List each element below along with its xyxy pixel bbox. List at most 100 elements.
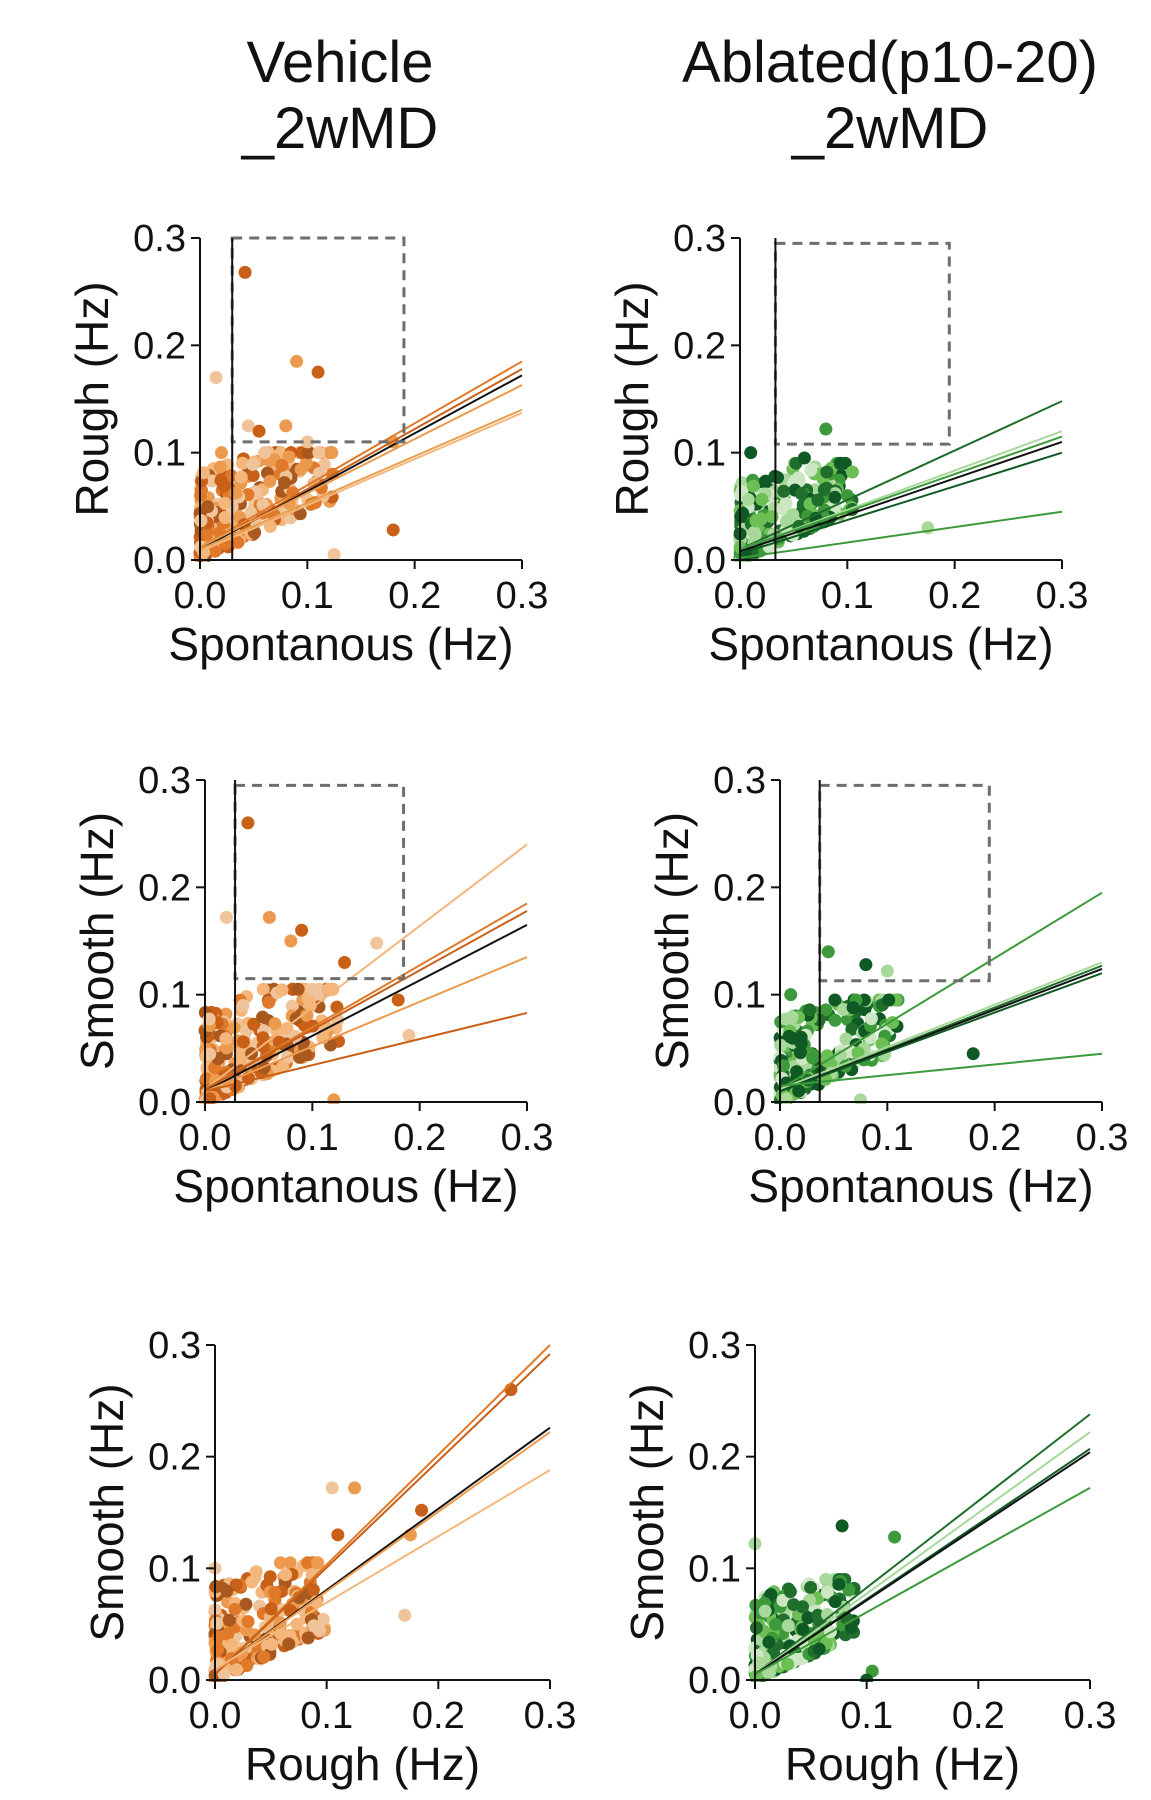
- scatter-point: [832, 1577, 846, 1591]
- scatter-point: [841, 1013, 855, 1027]
- scatter-point: [846, 1001, 860, 1015]
- scatter-point: [785, 1010, 799, 1024]
- scatter-point: [781, 1657, 795, 1671]
- x-tick-label: 0.2: [952, 1695, 1005, 1737]
- scatter-point: [819, 1003, 833, 1017]
- x-tick-label: 0.2: [412, 1695, 465, 1737]
- fit-line: [199, 408, 523, 551]
- fit-line: [204, 1011, 528, 1093]
- fit-line: [214, 1344, 551, 1676]
- scatter-point: [264, 1602, 278, 1616]
- scatter-point: [228, 1602, 242, 1616]
- scatter-point: [283, 1556, 297, 1570]
- scatter-point: [231, 535, 245, 549]
- scatter-point: [241, 816, 255, 830]
- scatter-point: [218, 511, 232, 525]
- scatter-point: [290, 354, 304, 368]
- scatter-point: [755, 492, 769, 506]
- chart-ablated-smooth-vs-rough: 0.0 0.1 0.2 0.3 0.0 0.1 0.2 0.3 Rough (Hz) Smooth…: [621, 1325, 1116, 1790]
- y-tick-label: 0.1: [713, 975, 766, 1017]
- scatter-point: [811, 1608, 825, 1622]
- scatter-point: [230, 1663, 244, 1677]
- scatter-point: [285, 999, 299, 1013]
- scatter-point: [794, 487, 808, 501]
- y-tick-label: 0.1: [148, 1548, 201, 1590]
- scatter-point: [275, 458, 289, 472]
- scatter-point: [845, 1022, 859, 1036]
- y-tick-label: 0.1: [133, 433, 186, 475]
- scatter-point: [746, 479, 760, 493]
- scatter-point: [262, 910, 276, 924]
- y-tick-label: 0.0: [133, 540, 186, 582]
- scatter-point: [748, 528, 762, 542]
- scatter-point: [817, 483, 831, 497]
- fit-line: [739, 510, 1063, 559]
- scatter-point: [291, 982, 305, 996]
- scatter-point: [348, 1481, 362, 1495]
- scatter-point: [796, 1622, 810, 1636]
- scatter-point: [300, 435, 314, 449]
- scatter-point: [790, 1065, 804, 1079]
- chart-vehicle-smooth-vs-rough: 0.0 0.1 0.2 0.3 0.0 0.1 0.2 0.3 Rough (Hz) Smooth…: [81, 1325, 576, 1790]
- threshold-box: [773, 241, 951, 446]
- fit-line: [739, 435, 1063, 551]
- x-axis-label: Spontanous (Hz): [173, 1160, 518, 1212]
- column-title-vehicle-line1: Vehicle: [246, 30, 434, 95]
- y-tick-label: 0.3: [713, 760, 766, 802]
- fit-lines: [754, 1413, 1091, 1676]
- scatter-point: [794, 1030, 808, 1044]
- column-title-ablated-line2: _2wMD: [791, 96, 989, 161]
- scatter-point: [779, 497, 793, 511]
- x-tick-label: 0.1: [281, 575, 334, 617]
- fit-line: [779, 1052, 1103, 1087]
- scatter-point: [787, 1598, 801, 1612]
- fit-line: [754, 1431, 1091, 1676]
- scatter-point: [793, 1046, 807, 1060]
- scatter-point: [321, 982, 335, 996]
- y-tick-label: 0.3: [138, 760, 191, 802]
- column-title-ablated: Ablated(p10-20) _2wMD: [640, 30, 1140, 162]
- scatter-point: [804, 463, 818, 477]
- scatter-point: [275, 983, 289, 997]
- scatter-point: [234, 470, 248, 484]
- scatter-point: [306, 1583, 320, 1597]
- scatter-point: [310, 1556, 324, 1570]
- x-tick-label: 0.1: [861, 1117, 914, 1159]
- scatter-point: [277, 476, 291, 490]
- scatter-point: [828, 490, 842, 504]
- scatter-point: [808, 1049, 822, 1063]
- scatter-point: [888, 1530, 902, 1544]
- fit-line: [204, 843, 528, 1090]
- x-tick-label: 0.0: [754, 1117, 807, 1159]
- scatter-point: [325, 446, 339, 460]
- scatter-point: [784, 988, 798, 1002]
- fit-line: [779, 891, 1103, 1090]
- scatter-point: [820, 1585, 834, 1599]
- fit-line: [214, 1353, 551, 1676]
- column-title-vehicle-line2: _2wMD: [241, 96, 439, 161]
- scatter-point: [249, 1565, 263, 1579]
- scatter-point: [803, 1003, 817, 1017]
- scatter-point: [224, 469, 238, 483]
- scatter-point: [301, 992, 315, 1006]
- x-axis-label: Rough (Hz): [245, 1738, 480, 1790]
- scatter-point: [273, 1556, 287, 1570]
- fit-line: [214, 1431, 551, 1672]
- fit-line: [754, 1451, 1091, 1676]
- scatter-point: [247, 1017, 261, 1031]
- scatter-points: [193, 265, 400, 562]
- scatter-point: [845, 465, 859, 479]
- scatter-point: [294, 462, 308, 476]
- scatter-point: [820, 1608, 834, 1622]
- scatter-point: [245, 1575, 259, 1589]
- scatter-point: [240, 1659, 254, 1673]
- y-axis-label: Smooth (Hz): [646, 812, 698, 1070]
- x-axis-label: Spontanous (Hz): [748, 1160, 1093, 1212]
- scatter-point: [218, 496, 232, 510]
- scatter-point: [316, 1612, 330, 1626]
- scatter-point: [257, 1650, 271, 1664]
- x-tick-label: 0.0: [729, 1695, 782, 1737]
- scatter-point: [504, 1383, 518, 1397]
- scatter-point: [415, 1503, 429, 1517]
